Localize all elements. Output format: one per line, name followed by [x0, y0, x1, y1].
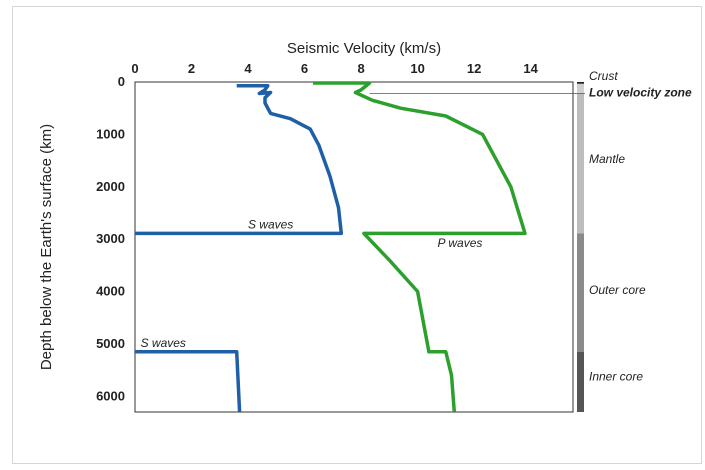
plot-border	[134, 81, 574, 413]
series-line-2	[313, 81, 527, 413]
series-line-0	[135, 83, 344, 236]
series-annotation-2: P waves	[438, 236, 483, 250]
x-tick-label-4: 8	[357, 61, 364, 76]
layer-label-1: Low velocity zone	[589, 86, 692, 100]
y-tick-label-6: 6000	[96, 388, 125, 403]
layer-segment-1	[577, 83, 584, 94]
x-tick-label-5: 10	[410, 61, 424, 76]
layer-labels: Crust Low velocity zone Mantle Outer core In…	[589, 69, 692, 384]
x-tick-label-6: 12	[467, 61, 481, 76]
layer-label-0: Crust	[589, 69, 618, 83]
series-annotation-0: S waves	[248, 218, 293, 232]
y-axis-title: Depth below the Earth's surface (km)	[38, 124, 55, 370]
plot-area	[134, 81, 574, 413]
series-annotation-1: S waves	[141, 336, 186, 350]
y-tick-label-4: 4000	[96, 284, 125, 299]
layer-label-2: Mantle	[589, 152, 625, 166]
x-axis-ticks: 0 2 4 6 8 10 12 14	[131, 61, 538, 76]
earth-layer-bar	[369, 82, 585, 412]
figure-frame: 0 2 4 6 8 10 12 14 0 1000 2000 3000 4000 5000 6000 S …	[12, 6, 702, 464]
layer-label-3: Outer core	[589, 283, 646, 297]
y-tick-label-0: 0	[118, 74, 125, 89]
y-axis-ticks: 0 1000 2000 3000 4000 5000 6000	[96, 74, 125, 403]
y-tick-label-1: 1000	[96, 126, 125, 141]
layer-label-4: Inner core	[589, 370, 643, 384]
x-tick-label-1: 2	[188, 61, 195, 76]
series-line-1	[135, 350, 242, 413]
layer-segment-4	[577, 351, 584, 412]
seismic-velocity-chart: 0 2 4 6 8 10 12 14 0 1000 2000 3000 4000 5000 6000 S …	[38, 40, 692, 413]
y-tick-label-3: 3000	[96, 231, 125, 246]
x-axis-title: Seismic Velocity (km/s)	[287, 40, 441, 57]
layer-segment-0	[577, 82, 584, 84]
layer-segment-3	[577, 233, 584, 352]
x-tick-label-0: 0	[131, 61, 138, 76]
y-tick-label-2: 2000	[96, 179, 125, 194]
series-group	[135, 81, 527, 413]
x-tick-label-3: 6	[301, 61, 308, 76]
y-tick-label-5: 5000	[96, 336, 125, 351]
layer-segment-2	[577, 93, 584, 234]
x-tick-label-2: 4	[244, 61, 252, 76]
annotations: S waves S waves P waves	[141, 218, 483, 350]
x-tick-label-7: 14	[523, 61, 538, 76]
